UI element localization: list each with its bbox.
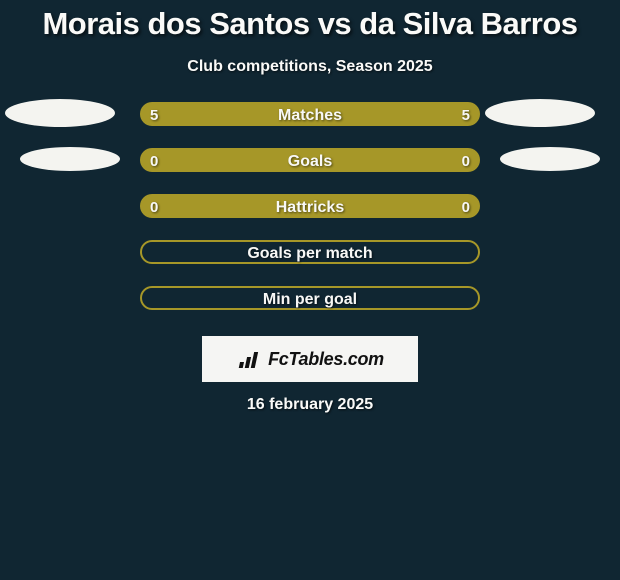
stat-bar: Goals0 0 xyxy=(140,148,480,172)
stat-bar: Matches5 5 xyxy=(140,102,480,126)
player-marker-left xyxy=(5,99,115,127)
source-logo-text: FcTables.com xyxy=(268,349,384,370)
source-logo-box: FcTables.com xyxy=(202,336,418,382)
player-marker-left xyxy=(20,147,120,171)
stat-label: Hattricks xyxy=(142,196,478,220)
stat-value-left: 0 xyxy=(150,196,158,220)
stat-label: Min per goal xyxy=(142,288,478,312)
stat-row: Goals0 0 xyxy=(0,148,620,194)
stat-label: Goals xyxy=(142,150,478,174)
stat-row: Min per goal xyxy=(0,286,620,332)
stat-row: Hattricks0 0 xyxy=(0,194,620,240)
stat-label: Goals per match xyxy=(142,242,478,266)
stat-bar: Goals per match xyxy=(140,240,480,264)
stat-value-left: 5 xyxy=(150,104,158,128)
stat-label: Matches xyxy=(142,104,478,128)
player-marker-right xyxy=(485,99,595,127)
player-marker-right xyxy=(500,147,600,171)
stat-row: Matches5 5 xyxy=(0,102,620,148)
stat-value-right: 0 xyxy=(462,150,470,174)
stat-value-right: 0 xyxy=(462,196,470,220)
stat-rows-container: Matches55Goals00Hattricks00Goals per mat… xyxy=(0,102,620,332)
bar-chart-icon xyxy=(236,348,264,370)
stat-value-left: 0 xyxy=(150,150,158,174)
stat-bar: Min per goal xyxy=(140,286,480,310)
stat-row: Goals per match xyxy=(0,240,620,286)
snapshot-date: 16 february 2025 xyxy=(0,396,620,414)
comparison-title: Morais dos Santos vs da Silva Barros xyxy=(0,0,620,42)
stat-bar: Hattricks0 0 xyxy=(140,194,480,218)
stat-value-right: 5 xyxy=(462,104,470,128)
comparison-subtitle: Club competitions, Season 2025 xyxy=(0,58,620,76)
